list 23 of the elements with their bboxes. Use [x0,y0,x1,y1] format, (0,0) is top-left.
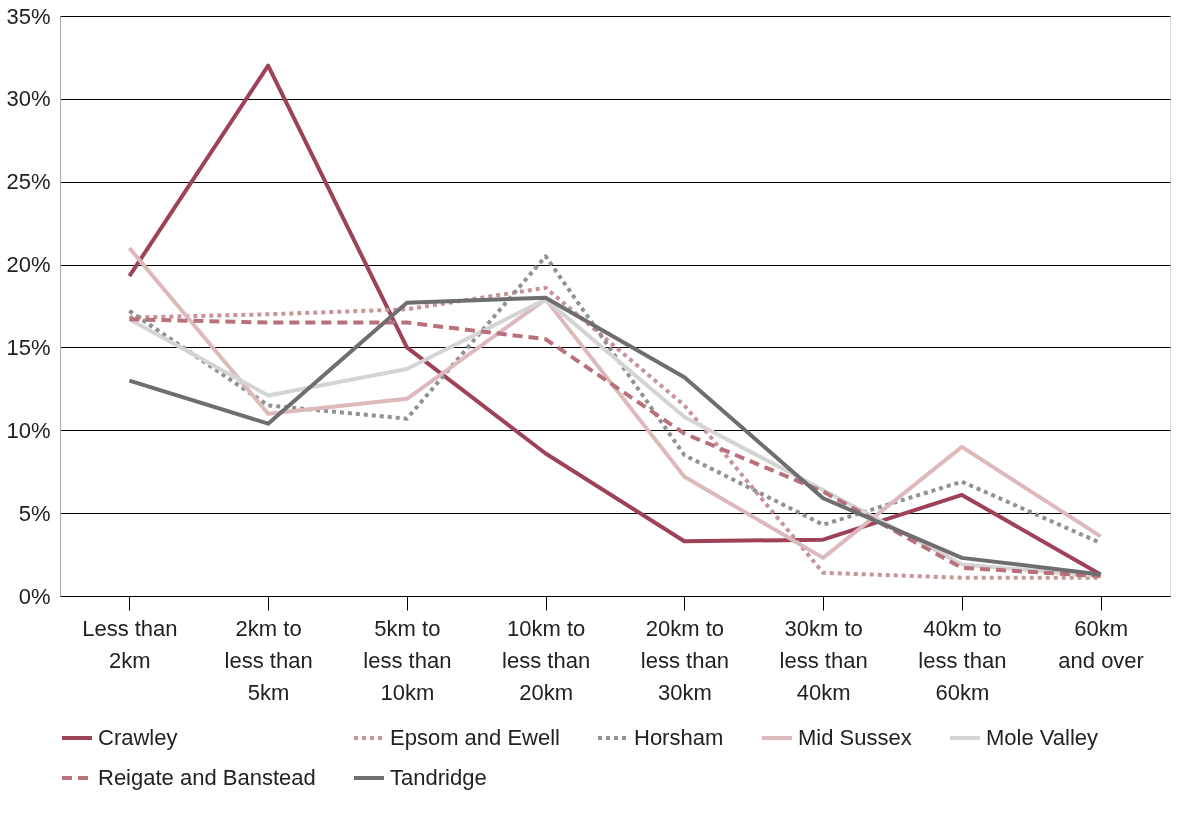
y-tick-label: 30% [6,86,51,112]
legend-label: Mole Valley [986,725,1099,750]
x-tick-label: 2km to less than 5km [224,615,313,705]
y-tick-label: 5% [18,500,51,526]
y-tick-label: 15% [6,334,51,360]
legend-label: Crawley [98,725,178,750]
x-tick-label: 5km to less than 10km [363,615,452,705]
x-tick-label: 10km to less than 20km [502,615,591,705]
legend-label: Horsham [634,725,724,750]
y-tick-label: 10% [6,417,51,443]
x-tick-label: 20km to less than 30km [640,615,729,705]
x-tick-label: Less than 2km [82,615,178,673]
y-tick-label: 0% [18,583,51,609]
y-tick-label: 20% [6,252,51,278]
legend-label: Tandridge [390,765,487,790]
y-tick-label: 25% [6,169,51,195]
x-tick-label: 60km and over [1058,615,1144,673]
y-tick-label: 35% [6,3,51,29]
legend-label: Mid Sussex [798,725,912,750]
x-tick-label: 40km to less than 60km [918,615,1007,705]
legend-label: Reigate and Banstead [98,765,316,790]
x-tick-label: 30km to less than 40km [779,615,868,705]
legend-label: Epsom and Ewell [390,725,560,750]
